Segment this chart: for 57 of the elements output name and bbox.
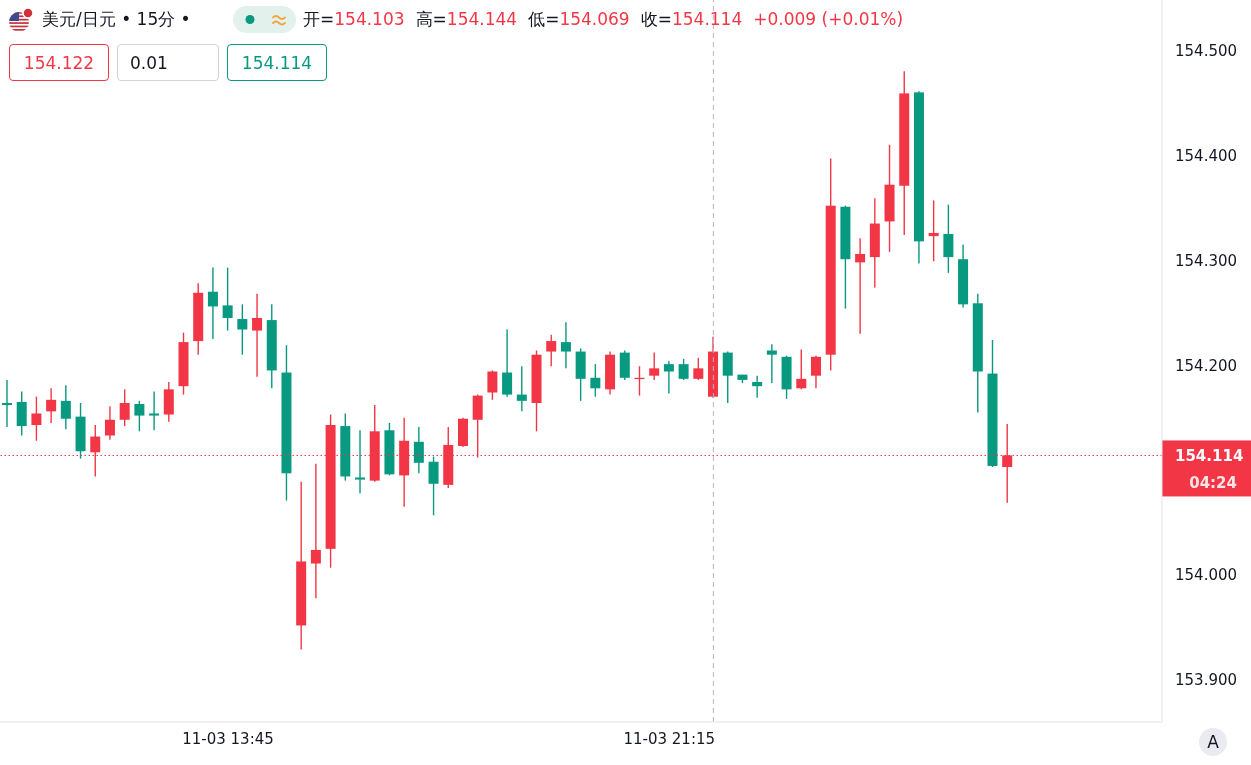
candlestick	[590, 363, 601, 398]
candlestick	[855, 237, 866, 335]
candlestick	[546, 334, 557, 367]
candlestick	[2, 379, 12, 428]
candlestick	[943, 203, 954, 274]
candlestick	[722, 350, 733, 404]
candlestick	[31, 395, 42, 442]
candlestick	[649, 351, 660, 381]
candlestick	[428, 455, 439, 516]
candlestick	[104, 405, 115, 441]
annotation: 高=154.144	[415, 9, 518, 29]
y-tick-label: 154.000	[1175, 566, 1238, 585]
candlestick	[310, 463, 321, 599]
candlestick	[252, 293, 263, 378]
y-tick-label: 153.900	[1175, 671, 1238, 690]
y-tick-label: 154.500	[1175, 41, 1238, 60]
x-tick-label: 11-03 21:15	[623, 729, 716, 748]
candlestick	[810, 355, 821, 389]
candlestick	[222, 266, 233, 332]
candlestick	[928, 199, 939, 263]
annotation: 开=154.103	[303, 9, 405, 29]
auto-scale-button: A	[1199, 728, 1227, 756]
candlestick	[46, 387, 57, 424]
candlestick	[413, 426, 424, 474]
candlestick	[207, 266, 218, 340]
quote-field: 154.114	[227, 44, 327, 81]
candlestick	[693, 357, 704, 381]
candlestick	[237, 303, 248, 356]
candlestick	[796, 348, 807, 391]
candlestick	[766, 343, 777, 384]
annotation: 154.122	[23, 52, 95, 73]
candlestick	[487, 369, 498, 401]
ref-line-label: 154.114	[1175, 447, 1244, 466]
annotation: 0.01	[130, 52, 168, 73]
x-tick-label: 11-03 13:45	[182, 729, 274, 748]
candlestick	[149, 390, 160, 431]
y-tick-label: 154.200	[1175, 356, 1238, 375]
annotation: 收=154.114	[640, 9, 743, 29]
text: 04:24	[1189, 474, 1237, 493]
y-tick-label: 154.400	[1175, 146, 1238, 165]
candlestick	[119, 388, 130, 427]
annotation: +0.009 (+0.01%)	[753, 9, 904, 29]
candlestick	[502, 328, 513, 398]
candlestick	[355, 429, 366, 494]
candlestick	[60, 384, 71, 430]
candlestick	[134, 400, 145, 433]
y-tick-label: 154.300	[1175, 251, 1238, 270]
spread-field: 0.01	[117, 44, 219, 81]
candlestick	[663, 360, 674, 395]
candlestick	[560, 321, 571, 370]
annotation: 低=154.069	[528, 9, 630, 29]
candlestick	[516, 365, 527, 413]
quote-field: 154.122	[9, 44, 109, 81]
candlestick	[752, 374, 763, 399]
text: 美元/日元 • 15分 •	[42, 9, 191, 29]
annotation: 154.114	[241, 52, 313, 73]
candlestick	[678, 358, 689, 381]
